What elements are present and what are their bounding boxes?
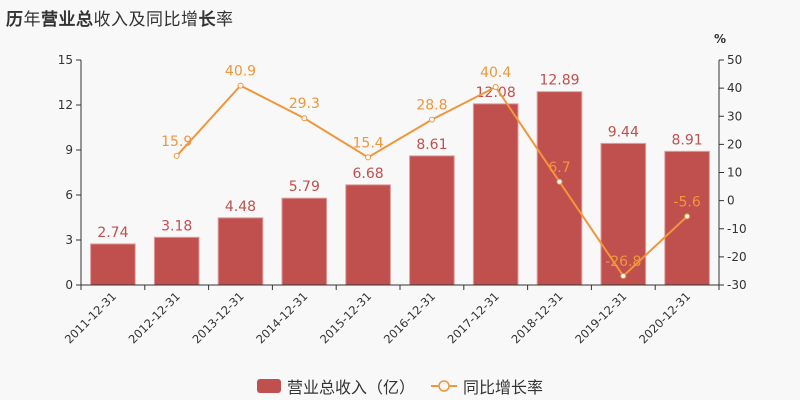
x-axis-tick-label: 2014-12-31 (253, 289, 310, 346)
left-axis-tick-label: 6 (65, 188, 73, 202)
right-axis-tick-label: -20 (727, 250, 747, 264)
legend-label-growth: 同比增长率 (463, 378, 544, 397)
legend: 营业总收入（亿） 同比增长率 (0, 374, 800, 398)
revenue-bar-label: 3.18 (161, 218, 192, 234)
growth-rate-label: 15.9 (161, 134, 192, 150)
x-axis-tick-label: 2020-12-31 (636, 289, 693, 346)
growth-rate-point[interactable] (237, 82, 244, 89)
right-axis-tick-label: 0 (727, 194, 735, 208)
revenue-bar-label: 8.91 (672, 132, 703, 148)
growth-rate-label: -26.8 (605, 254, 641, 270)
left-axis-tick-label: 0 (65, 278, 73, 292)
growth-rate-label: 15.4 (353, 135, 384, 151)
right-axis-tick-label: -10 (727, 222, 747, 236)
x-axis-tick-label: 2017-12-31 (445, 289, 502, 346)
growth-rate-label: 28.8 (416, 98, 447, 114)
growth-rate-point[interactable] (620, 273, 627, 279)
revenue-bar-label: 12.08 (476, 85, 516, 101)
right-axis-tick-label: 10 (727, 166, 742, 180)
growth-rate-label: 40.9 (225, 64, 256, 80)
growth-rate-point[interactable] (173, 152, 180, 159)
x-axis-tick-label: 2011-12-31 (62, 289, 119, 346)
left-axis-tick-label: 3 (65, 233, 73, 247)
revenue-bar[interactable] (345, 184, 391, 286)
revenue-bar-label: 8.61 (416, 137, 447, 153)
revenue-bar-label: 12.89 (539, 73, 579, 89)
left-axis-tick-label: 15 (58, 53, 73, 67)
right-axis-tick-label: 20 (727, 137, 742, 151)
legend-item-revenue[interactable]: 营业总收入（亿） (256, 374, 415, 398)
revenue-bar[interactable] (472, 103, 519, 286)
revenue-bar[interactable] (536, 91, 583, 286)
growth-rate-label: 40.4 (480, 65, 511, 81)
right-axis-tick-label: -30 (727, 278, 747, 292)
revenue-bar-label: 6.68 (353, 166, 384, 182)
growth-rate-label: 29.3 (289, 96, 320, 112)
revenue-bar-label: 2.74 (97, 225, 128, 241)
right-axis-unit-label: % (714, 32, 726, 46)
x-axis-tick-label: 2015-12-31 (317, 289, 374, 346)
right-axis-tick-label: 50 (727, 53, 742, 67)
revenue-bar-label: 5.79 (289, 179, 320, 195)
legend-label-revenue: 营业总收入（亿） (286, 378, 415, 397)
revenue-bar[interactable] (217, 217, 264, 286)
revenue-bar[interactable] (90, 243, 136, 286)
revenue-bar[interactable] (409, 155, 455, 286)
left-axis-tick-label: 12 (58, 98, 73, 112)
revenue-bar[interactable] (281, 197, 328, 286)
x-axis-tick-label: 2018-12-31 (508, 289, 565, 346)
growth-rate-point[interactable] (684, 213, 691, 220)
revenue-bar-label: 9.44 (608, 124, 639, 140)
x-axis-tick-label: 2019-12-31 (572, 289, 629, 346)
chart-title: 历年营业总收入及同比增长率 (6, 10, 234, 30)
line-circle-swatch-icon (431, 380, 457, 392)
left-axis-tick-label: 9 (65, 143, 73, 157)
revenue-bar[interactable] (153, 236, 200, 286)
growth-rate-label: -5.6 (673, 194, 700, 210)
growth-rate-label: 6.7 (548, 160, 570, 176)
legend-item-growth[interactable]: 同比增长率 (431, 374, 543, 398)
bar-swatch-icon (256, 379, 281, 393)
x-axis-tick-label: 2013-12-31 (189, 289, 246, 346)
right-axis-tick-label: 40 (727, 81, 742, 95)
growth-rate-point[interactable] (428, 116, 435, 123)
revenue-bar-label: 4.48 (225, 199, 256, 215)
right-axis-tick-label: 30 (727, 109, 742, 123)
x-axis-tick-label: 2016-12-31 (381, 289, 438, 346)
growth-rate-point[interactable] (556, 178, 563, 185)
growth-rate-point[interactable] (301, 115, 308, 122)
growth-rate-point[interactable] (365, 154, 372, 161)
growth-rate-point[interactable] (492, 84, 499, 90)
x-axis-tick-label: 2012-12-31 (126, 289, 183, 346)
